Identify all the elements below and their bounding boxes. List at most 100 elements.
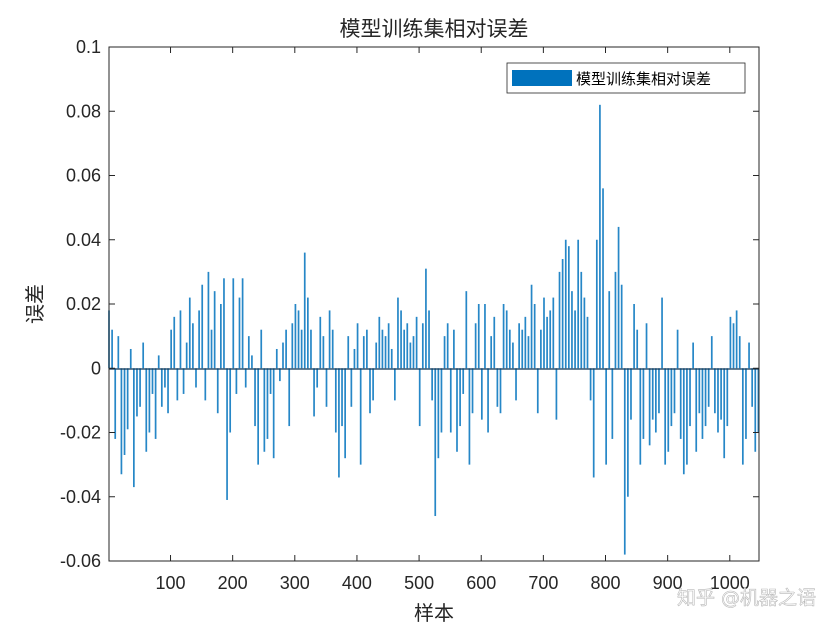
error-bar xyxy=(428,310,430,369)
error-bar xyxy=(654,368,657,433)
y-tick-label: 0.1 xyxy=(76,37,101,57)
error-bar xyxy=(223,278,225,369)
error-bar xyxy=(465,291,468,369)
error-bar xyxy=(595,239,598,369)
error-bar xyxy=(620,284,623,369)
error-bar xyxy=(375,342,378,369)
error-bar xyxy=(552,297,555,369)
error-bar xyxy=(356,323,359,369)
error-bar xyxy=(459,368,461,427)
error-bar xyxy=(279,368,281,382)
error-bar xyxy=(120,368,123,475)
error-bar xyxy=(282,342,284,369)
error-bar xyxy=(558,271,561,369)
error-bar xyxy=(275,348,278,369)
error-bar xyxy=(543,297,545,369)
error-bar xyxy=(484,304,486,369)
error-bar xyxy=(602,188,604,369)
error-bar xyxy=(126,368,129,430)
error-bar xyxy=(477,304,480,369)
error-bar xyxy=(338,368,340,478)
error-bar xyxy=(505,310,508,369)
error-bar xyxy=(294,304,297,369)
error-bar xyxy=(216,368,219,414)
error-bar xyxy=(686,368,688,465)
plot-area xyxy=(109,47,759,561)
error-bar xyxy=(499,368,502,414)
error-bar xyxy=(195,368,197,388)
error-bar xyxy=(623,368,626,555)
error-bar xyxy=(220,304,222,369)
error-bar xyxy=(285,329,287,369)
error-bar xyxy=(204,368,207,401)
error-bar xyxy=(667,368,670,452)
error-bar xyxy=(251,355,253,369)
error-bar xyxy=(651,368,654,420)
error-bar xyxy=(443,336,446,369)
error-bar xyxy=(524,316,527,369)
error-bar xyxy=(313,368,315,417)
y-axis-ticks: -0.06 -0.04 -0.02 0 0.02 0.04 0.06 0.08 0.1 xyxy=(60,37,759,571)
y-axis-label: 误差 xyxy=(23,284,47,324)
error-bar xyxy=(735,310,738,369)
error-bar xyxy=(745,368,747,439)
error-bar xyxy=(589,368,592,401)
error-bar xyxy=(586,316,589,369)
error-bar xyxy=(673,368,676,414)
error-bar xyxy=(658,368,660,414)
error-bar xyxy=(431,368,433,401)
error-bar xyxy=(751,368,754,407)
error-bar xyxy=(403,329,406,369)
error-bar xyxy=(434,368,437,517)
error-bar xyxy=(639,368,642,465)
x-axis-label: 样本 xyxy=(414,601,454,625)
error-bar xyxy=(400,310,402,369)
error-bar xyxy=(328,310,331,369)
x-tick-label: 900 xyxy=(653,573,683,593)
error-bar xyxy=(350,368,353,407)
error-bar xyxy=(648,368,651,446)
error-bar xyxy=(188,297,191,369)
error-bar xyxy=(540,329,542,369)
error-bar xyxy=(567,246,570,369)
error-bar xyxy=(726,368,729,427)
error-bar xyxy=(129,348,132,369)
error-bar xyxy=(145,368,148,452)
error-bar xyxy=(192,323,194,369)
error-bar xyxy=(334,368,337,433)
error-bar xyxy=(151,368,154,394)
error-bar xyxy=(291,323,294,369)
error-bar xyxy=(322,336,325,369)
error-bar xyxy=(179,310,182,369)
error-bar xyxy=(627,368,629,497)
error-bar xyxy=(561,259,564,369)
error-bar xyxy=(384,336,387,369)
error-bar xyxy=(325,368,328,407)
error-bar xyxy=(331,329,334,369)
error-bar xyxy=(440,368,443,433)
error-bar xyxy=(633,304,635,369)
error-bar xyxy=(260,329,263,369)
x-tick-label: 600 xyxy=(466,573,496,593)
error-bar xyxy=(527,336,530,369)
x-tick-label: 400 xyxy=(342,573,372,593)
error-bar xyxy=(263,368,266,452)
error-bar xyxy=(341,368,343,427)
error-bar xyxy=(487,368,489,433)
error-bar xyxy=(176,368,179,401)
error-bar xyxy=(244,368,247,388)
error-bar xyxy=(173,316,176,369)
bar-series xyxy=(108,104,760,555)
error-bar xyxy=(369,368,371,414)
y-tick-label: 0.04 xyxy=(66,230,101,250)
error-bar xyxy=(167,368,169,414)
error-bar xyxy=(707,368,710,407)
error-bar xyxy=(114,368,117,439)
error-bar xyxy=(741,368,744,465)
legend-label: 模型训练集相对误差 xyxy=(576,70,711,88)
error-bar xyxy=(689,368,691,427)
error-bar xyxy=(207,271,210,369)
error-bar xyxy=(303,252,306,369)
error-bar xyxy=(238,297,241,369)
y-tick-label: 0 xyxy=(91,358,101,378)
